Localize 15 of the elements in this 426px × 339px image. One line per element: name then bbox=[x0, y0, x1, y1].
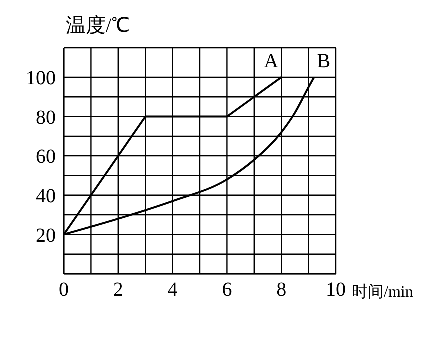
series-label: A bbox=[264, 50, 280, 72]
y-axis-title: 温度/℃ bbox=[66, 14, 130, 39]
y-tick-label: 80 bbox=[36, 106, 56, 129]
x-tick-label: 10 bbox=[326, 279, 346, 302]
x-tick-label: 0 bbox=[59, 279, 69, 302]
y-tick-label: 60 bbox=[36, 146, 56, 168]
x-tick-label: 4 bbox=[168, 279, 178, 302]
y-tick-label: 40 bbox=[36, 185, 56, 208]
x-tick-label: 8 bbox=[276, 279, 287, 302]
y-tick-label: 20 bbox=[36, 224, 56, 247]
x-tick-label: 6 bbox=[222, 279, 232, 302]
x-axis-title: 时间/min bbox=[352, 282, 414, 303]
series-label: B bbox=[317, 50, 331, 72]
y-tick-label: 100 bbox=[26, 68, 56, 90]
x-tick-label: 2 bbox=[113, 279, 124, 302]
